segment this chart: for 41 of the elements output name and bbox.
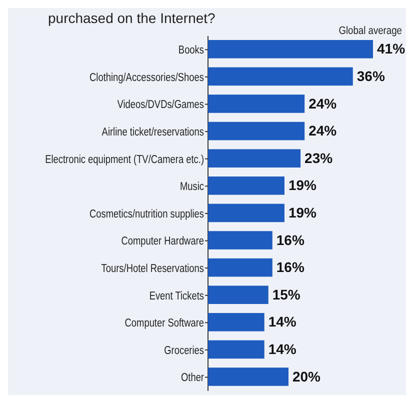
bar <box>208 149 301 168</box>
bar <box>208 258 272 277</box>
y-tick-label: Videos/DVDs/Games <box>117 99 204 112</box>
y-tick-label: Music <box>180 181 204 194</box>
data-label: 15% <box>272 286 301 302</box>
y-tick-label: Clothing/Accessories/Shoes <box>90 72 204 84</box>
data-label: 19% <box>288 204 318 220</box>
data-label: 36% <box>356 68 386 84</box>
y-tick-label: Other <box>181 372 204 385</box>
data-label: 14% <box>268 340 297 357</box>
y-tick-label: Groceries <box>164 345 204 358</box>
y-tick-label: Airline ticket/reservations <box>102 126 204 139</box>
bar <box>208 231 272 250</box>
y-tick-label: Computer Software <box>124 318 204 330</box>
data-label: 24% <box>308 95 338 112</box>
bar <box>208 368 288 386</box>
series-label: Global average <box>338 25 402 38</box>
data-label: 24% <box>308 122 338 139</box>
bar <box>208 313 264 332</box>
data-label: 16% <box>276 259 305 276</box>
chart-title: purchased on the Internet? <box>48 10 216 26</box>
y-tick-label: Tours/Hotel Reservations <box>101 263 204 276</box>
data-label: 23% <box>304 150 334 166</box>
bar <box>208 67 353 86</box>
data-label: 41% <box>377 40 406 57</box>
data-label: 16% <box>276 232 305 248</box>
bar <box>208 286 268 304</box>
y-tick-label: Books <box>178 44 204 57</box>
y-tick-label: Event Tickets <box>149 290 204 303</box>
y-tick-label: Electronic equipment (TV/Camera etc.) <box>45 154 204 166</box>
y-tick-label: Cosmetics/nutrition supplies <box>90 208 204 221</box>
bar <box>208 340 264 359</box>
bar <box>208 40 373 58</box>
bar <box>208 122 305 140</box>
y-tick-label: Computer Hardware <box>121 236 204 248</box>
bar <box>208 94 305 113</box>
data-label: 19% <box>288 177 318 194</box>
bar <box>208 176 284 195</box>
data-label: 14% <box>268 314 297 330</box>
data-label: 20% <box>292 368 322 384</box>
bar <box>208 204 284 222</box>
